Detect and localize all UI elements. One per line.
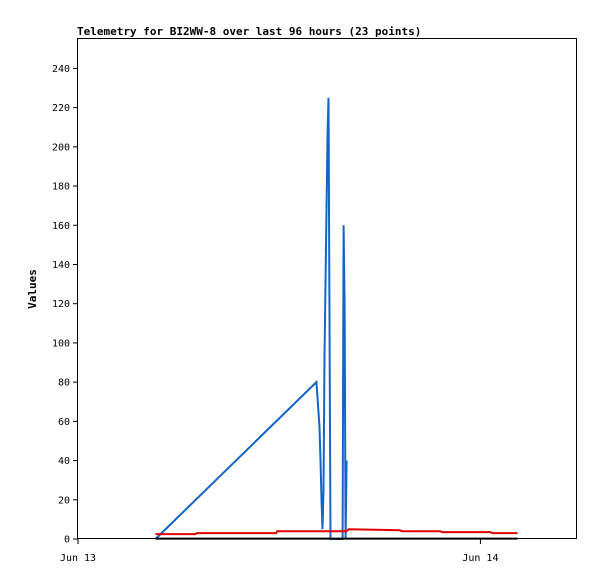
y-tick-label: 20: [58, 495, 70, 506]
y-tick-label: 60: [58, 417, 70, 428]
x-tick-label: Jun 13: [60, 553, 96, 564]
y-tick-label: 80: [58, 378, 70, 389]
y-tick-label: 160: [52, 221, 70, 232]
y-tick-label: 40: [58, 456, 70, 467]
x-axis: Jun 13 Jun 14: [60, 539, 498, 564]
y-tick-label: 200: [52, 142, 70, 153]
series-line-1: [155, 528, 518, 536]
y-axis: 0 20 40 60 80 100 120 140 160 180 200 220 240: [52, 64, 78, 546]
y-tick-label: 100: [52, 338, 70, 349]
plot-area-frame: [77, 38, 577, 539]
x-tick-label: Jun 14: [462, 553, 498, 564]
y-axis-label: Values: [26, 269, 39, 309]
y-tick-label: 120: [52, 299, 70, 310]
y-tick-label: 220: [52, 103, 70, 114]
y-tick-label: 0: [64, 535, 70, 546]
chart-title: Telemetry for BI2WW-8 over last 96 hours…: [77, 25, 421, 38]
y-tick-label: 180: [52, 182, 70, 193]
series-layer: [154, 97, 518, 540]
series-line-0: [154, 97, 348, 540]
y-tick-label: 240: [52, 64, 70, 75]
y-tick-label: 140: [52, 260, 70, 271]
